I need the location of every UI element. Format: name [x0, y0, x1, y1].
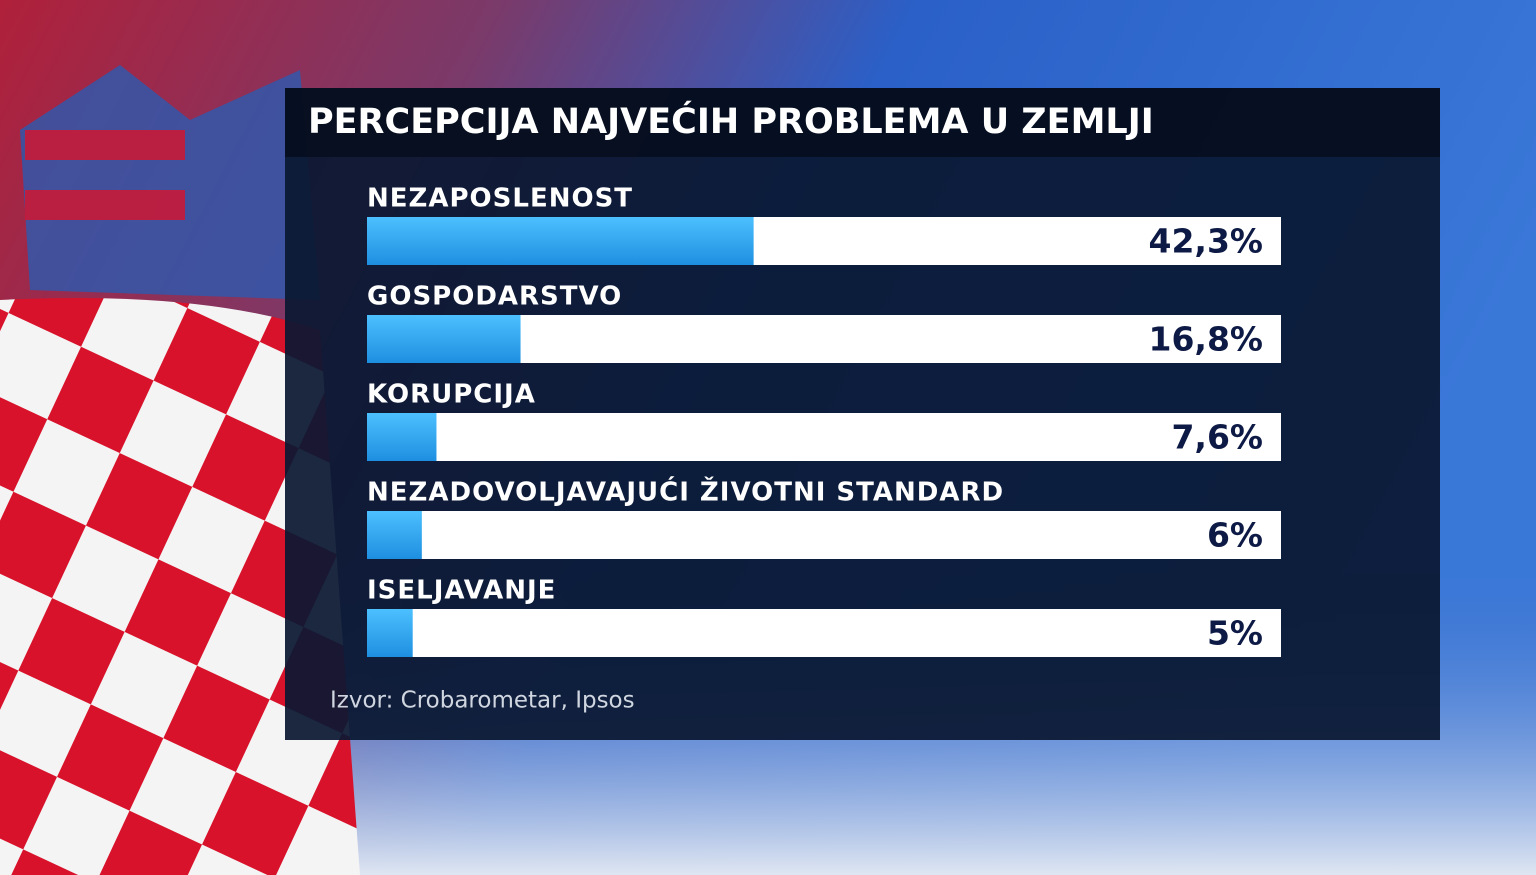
flag-crest-stripe [25, 130, 185, 160]
value-label: 5% [1207, 614, 1263, 653]
bar [367, 217, 754, 265]
category-label: NEZADOVOLJAVAJUĆI ŽIVOTNI STANDARD [367, 476, 1004, 508]
chart-title: PERCEPCIJA NAJVEĆIH PROBLEMA U ZEMLJI [308, 100, 1154, 142]
title-bar [285, 88, 1440, 157]
bar [367, 609, 413, 657]
flag-crest-stripe [25, 190, 185, 220]
category-label: NEZAPOSLENOST [367, 184, 633, 214]
bar-track [367, 609, 1281, 657]
bar [367, 511, 422, 559]
value-label: 42,3% [1149, 222, 1264, 261]
bar-track [367, 413, 1281, 461]
category-label: KORUPCIJA [367, 380, 536, 410]
category-label: GOSPODARSTVO [367, 282, 622, 312]
category-label: ISELJAVANJE [367, 576, 556, 606]
value-label: 7,6% [1171, 418, 1263, 457]
bar-track [367, 511, 1281, 559]
source-note: Izvor: Crobarometar, Ipsos [330, 688, 635, 714]
bar [367, 413, 437, 461]
flag-crest [20, 65, 320, 300]
flag-checkers [0, 298, 360, 875]
value-label: 6% [1207, 516, 1263, 555]
bar [367, 315, 521, 363]
value-label: 16,8% [1149, 320, 1264, 359]
